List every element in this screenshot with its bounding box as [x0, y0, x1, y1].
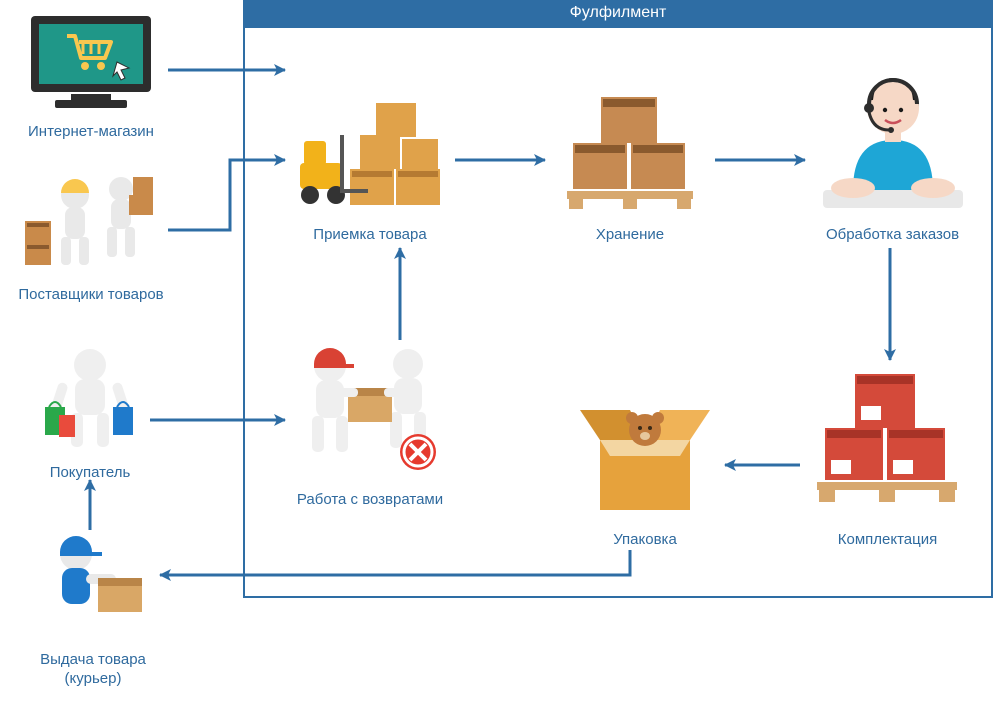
arrow-packaging-courier: [160, 550, 630, 575]
arrows-layer: [0, 0, 1004, 705]
arrow-suppliers-receiving: [168, 160, 285, 230]
